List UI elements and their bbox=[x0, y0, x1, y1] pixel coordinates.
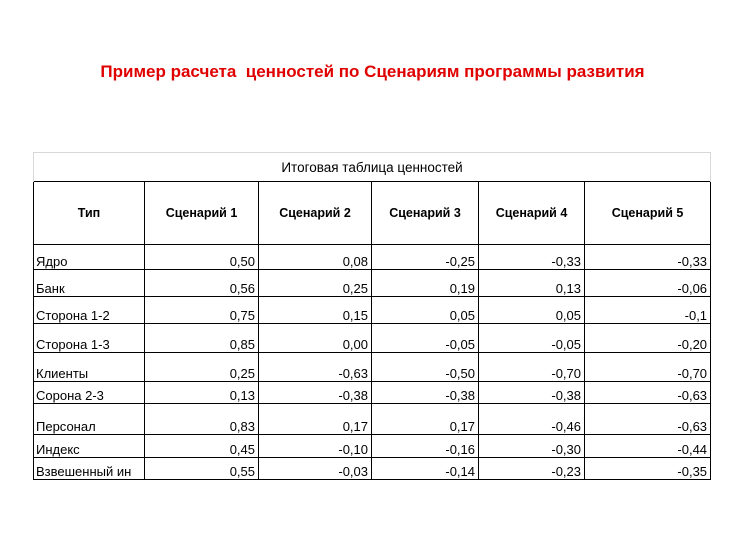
value-cell: -0,20 bbox=[583, 323, 712, 353]
column-header-scenario-3: Сценарий 3 bbox=[371, 181, 479, 245]
row-type-cell: Взвешенный ин bbox=[33, 457, 145, 480]
value-cell: -0,1 bbox=[583, 296, 712, 324]
slide-title: Пример расчета ценностей по Сценариям пр… bbox=[100, 62, 645, 81]
value-cell: 0,19 bbox=[371, 269, 479, 297]
column-header-scenario-5: Сценарий 5 bbox=[583, 181, 712, 245]
table-row: Клиенты 0,25 -0,63 -0,50 -0,70 -0,70 bbox=[33, 352, 712, 382]
value-cell: 0,05 bbox=[478, 296, 585, 324]
row-type-cell: Сторона 1-3 bbox=[33, 323, 145, 353]
value-cell: -0,63 bbox=[258, 352, 372, 382]
value-cell: 0,45 bbox=[144, 434, 259, 458]
value-cell: -0,05 bbox=[478, 323, 585, 353]
column-header-scenario-2: Сценарий 2 bbox=[258, 181, 372, 245]
value-cell: -0,33 bbox=[478, 244, 585, 270]
value-cell: 0,56 bbox=[144, 269, 259, 297]
value-cell: 0,13 bbox=[478, 269, 585, 297]
row-type-cell: Банк bbox=[33, 269, 145, 297]
table-row: Персонал 0,83 0,17 0,17 -0,46 -0,63 bbox=[33, 403, 712, 435]
value-cell: -0,35 bbox=[583, 457, 712, 480]
value-cell: -0,06 bbox=[583, 269, 712, 297]
row-type-cell: Персонал bbox=[33, 403, 145, 435]
value-cell: -0,33 bbox=[583, 244, 712, 270]
value-cell: 0,75 bbox=[144, 296, 259, 324]
row-type-cell: Сорона 2-3 bbox=[33, 381, 145, 404]
value-cell: -0,44 bbox=[583, 434, 712, 458]
table-row: Сторона 1-2 0,75 0,15 0,05 0,05 -0,1 bbox=[33, 296, 712, 324]
value-cell: -0,63 bbox=[583, 381, 712, 404]
value-cell: -0,38 bbox=[478, 381, 585, 404]
values-table: Итоговая таблица ценностей Тип Сценарий … bbox=[32, 152, 712, 480]
column-header-type: Тип bbox=[33, 181, 145, 245]
value-cell: -0,10 bbox=[258, 434, 372, 458]
value-cell: 0,05 bbox=[371, 296, 479, 324]
table-caption-row: Итоговая таблица ценностей bbox=[32, 152, 712, 182]
row-type-cell: Индекс bbox=[33, 434, 145, 458]
values-table-container: Итоговая таблица ценностей Тип Сценарий … bbox=[32, 152, 712, 480]
value-cell: -0,30 bbox=[478, 434, 585, 458]
value-cell: -0,63 bbox=[583, 403, 712, 435]
value-cell: 0,08 bbox=[258, 244, 372, 270]
table-row: Сторона 1-3 0,85 0,00 -0,05 -0,05 -0,20 bbox=[33, 323, 712, 353]
value-cell: 0,17 bbox=[371, 403, 479, 435]
column-header-scenario-4: Сценарий 4 bbox=[478, 181, 585, 245]
value-cell: 0,13 bbox=[144, 381, 259, 404]
column-header-scenario-1: Сценарий 1 bbox=[144, 181, 259, 245]
value-cell: -0,14 bbox=[371, 457, 479, 480]
row-type-cell: Ядро bbox=[33, 244, 145, 270]
value-cell: -0,70 bbox=[478, 352, 585, 382]
table-header-row: Тип Сценарий 1 Сценарий 2 Сценарий 3 Сце… bbox=[33, 181, 712, 245]
table-caption: Итоговая таблица ценностей bbox=[32, 152, 712, 182]
value-cell: -0,46 bbox=[478, 403, 585, 435]
table-row: Банк 0,56 0,25 0,19 0,13 -0,06 bbox=[33, 269, 712, 297]
value-cell: 0,00 bbox=[258, 323, 372, 353]
value-cell: -0,70 bbox=[583, 352, 712, 382]
row-type-cell: Клиенты bbox=[33, 352, 145, 382]
value-cell: 0,25 bbox=[258, 269, 372, 297]
value-cell: 0,55 bbox=[144, 457, 259, 480]
row-type-cell: Сторона 1-2 bbox=[33, 296, 145, 324]
value-cell: -0,50 bbox=[371, 352, 479, 382]
value-cell: 0,50 bbox=[144, 244, 259, 270]
value-cell: -0,05 bbox=[371, 323, 479, 353]
value-cell: -0,38 bbox=[258, 381, 372, 404]
table-row: Сорона 2-3 0,13 -0,38 -0,38 -0,38 -0,63 bbox=[33, 381, 712, 404]
table-row: Взвешенный ин 0,55 -0,03 -0,14 -0,23 -0,… bbox=[33, 457, 712, 480]
value-cell: 0,15 bbox=[258, 296, 372, 324]
value-cell: 0,25 bbox=[144, 352, 259, 382]
value-cell: -0,16 bbox=[371, 434, 479, 458]
value-cell: 0,85 bbox=[144, 323, 259, 353]
value-cell: -0,03 bbox=[258, 457, 372, 480]
table-row: Ядро 0,50 0,08 -0,25 -0,33 -0,33 bbox=[33, 244, 712, 270]
value-cell: 0,83 bbox=[144, 403, 259, 435]
value-cell: 0,17 bbox=[258, 403, 372, 435]
table-row: Индекс 0,45 -0,10 -0,16 -0,30 -0,44 bbox=[33, 434, 712, 458]
value-cell: -0,23 bbox=[478, 457, 585, 480]
value-cell: -0,25 bbox=[371, 244, 479, 270]
value-cell: -0,38 bbox=[371, 381, 479, 404]
